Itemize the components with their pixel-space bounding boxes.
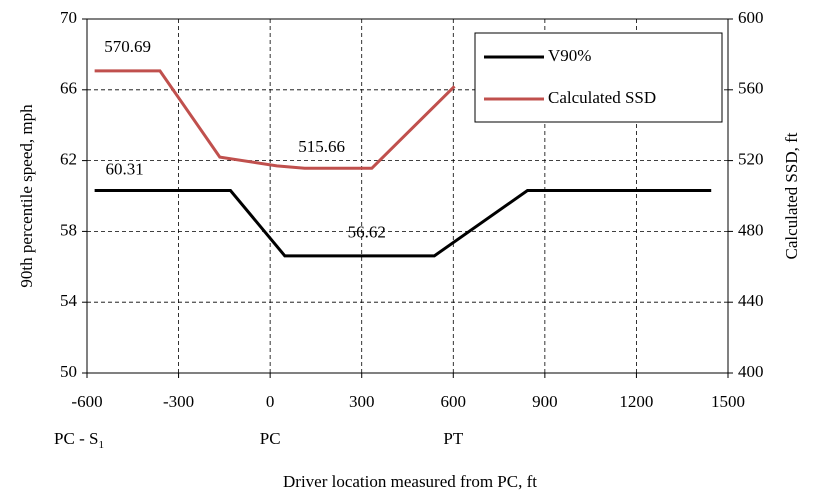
y2-tick-label: 440	[738, 291, 764, 310]
y-tick-label: 66	[60, 79, 77, 98]
x-tick-label: 600	[441, 392, 467, 411]
y-tick-label: 70	[60, 8, 77, 27]
y2-tick-label: 520	[738, 150, 764, 169]
data-label: 56.62	[348, 223, 386, 242]
y-tick-label: 58	[60, 220, 77, 239]
y2-axis-title: Calculated SSD, ft	[782, 132, 801, 259]
x-tick-label: 900	[532, 392, 558, 411]
x-tick-label: 300	[349, 392, 375, 411]
location-subscript: 1	[98, 439, 104, 451]
location-label: PC - S1	[54, 429, 104, 451]
location-label: PT	[443, 429, 463, 448]
y-axis-title: 90th percentile speed, mph	[17, 104, 36, 288]
y-tick-label: 62	[60, 150, 77, 169]
legend-label: V90%	[548, 46, 591, 65]
y2-tick-label: 600	[738, 8, 764, 27]
legend-box	[474, 32, 723, 123]
y-tick-label: 54	[60, 291, 78, 310]
data-label: 60.31	[106, 159, 144, 178]
x-tick-label: 1500	[711, 392, 745, 411]
legend-label: Calculated SSD	[548, 88, 656, 107]
x-tick-label: -300	[163, 392, 194, 411]
x-tick-label: -600	[71, 392, 102, 411]
location-text: PT	[443, 429, 463, 448]
x-axis-title: Driver location measured from PC, ft	[283, 472, 537, 491]
series-line	[94, 189, 712, 258]
x-tick-label: 1200	[619, 392, 653, 411]
location-text: PC - S	[54, 429, 98, 448]
data-label: 570.69	[104, 37, 151, 56]
y2-tick-label: 560	[738, 79, 764, 98]
series-line	[94, 69, 456, 170]
location-label: PC	[260, 429, 281, 448]
y2-tick-label: 480	[738, 220, 764, 239]
location-text: PC	[260, 429, 281, 448]
x-tick-label: 0	[266, 392, 275, 411]
y-tick-label: 50	[60, 362, 77, 381]
plot-frame	[86, 18, 729, 374]
y2-tick-label: 400	[738, 362, 764, 381]
data-label: 515.66	[298, 137, 345, 156]
